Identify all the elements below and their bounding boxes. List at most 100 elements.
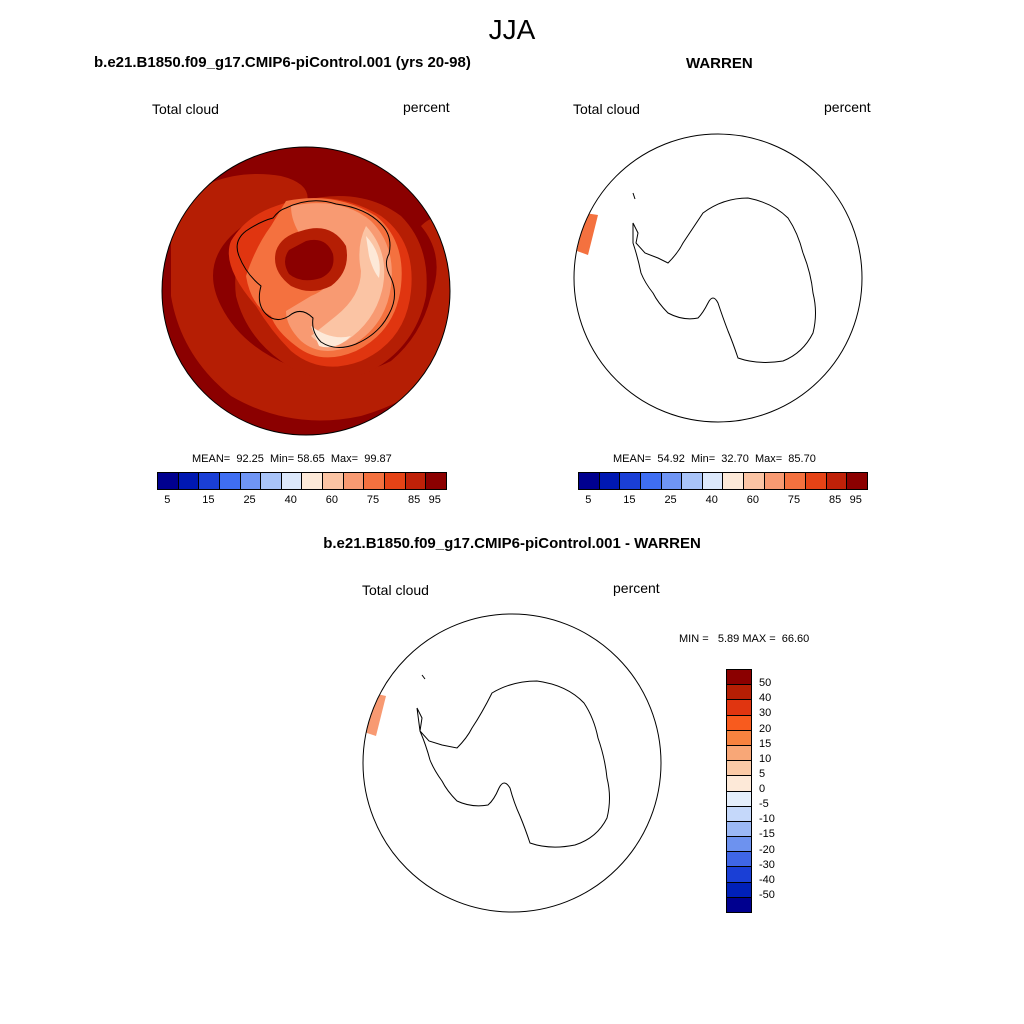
colorbar-tick-label: 0 — [759, 783, 766, 795]
colorbar-tick-label: 40 — [284, 494, 297, 506]
panel2-map-boundary — [573, 133, 863, 423]
colorbar-box — [158, 473, 179, 489]
colorbar-box — [785, 473, 807, 489]
colorbar-box — [281, 473, 303, 489]
panel2-stats: MEAN= 54.92 Min= 32.70 Max= 85.70 — [613, 453, 816, 465]
colorbar-tick-label: 75 — [787, 494, 801, 506]
colorbar-box — [727, 761, 751, 777]
panel3-data-strip — [364, 693, 386, 736]
colorbar-box — [727, 837, 751, 853]
colorbar-tick-label: -30 — [759, 858, 775, 871]
panel2-map — [573, 133, 863, 423]
panel2-variable-label: Total cloud — [573, 101, 640, 117]
colorbar-tick-label: 15 — [759, 737, 772, 750]
colorbar-box — [240, 473, 262, 489]
panel2-island — [632, 192, 636, 200]
panel1-title: b.e21.B1850.f09_g17.CMIP6-piControl.001 … — [94, 54, 471, 71]
panel3-coastline — [416, 680, 610, 848]
colorbar-tick-label: 60 — [746, 494, 759, 506]
colorbar-box — [261, 473, 282, 489]
colorbar-tick-label: 5 — [759, 767, 766, 780]
colorbar-tick-label: 75 — [366, 494, 380, 506]
colorbar-tick-label: 50 — [759, 677, 772, 690]
panel2-colorbar — [578, 472, 868, 490]
colorbar-box — [323, 473, 344, 489]
colorbar-box — [727, 821, 751, 838]
colorbar-box — [727, 715, 751, 731]
colorbar-tick-label: -5 — [759, 798, 769, 811]
panel2-title: WARREN — [686, 55, 753, 72]
panel1-units-label: percent — [403, 99, 450, 115]
colorbar-box — [620, 473, 641, 489]
colorbar-tick-label: 25 — [243, 494, 256, 506]
colorbar-box — [727, 670, 751, 686]
panel1-coastline — [236, 200, 395, 348]
colorbar-tick-label: -40 — [759, 873, 775, 886]
panel1-variable-label: Total cloud — [152, 101, 219, 117]
colorbar-box — [727, 791, 751, 807]
colorbar-tick-label: -15 — [759, 828, 775, 841]
colorbar-box — [727, 806, 751, 822]
panel1-colorbar — [157, 472, 447, 490]
panel3-title: b.e21.B1850.f09_g17.CMIP6-piControl.001 … — [323, 535, 701, 552]
colorbar-box — [199, 473, 220, 489]
panel3-variable-label: Total cloud — [362, 582, 429, 598]
colorbar-box — [723, 473, 745, 489]
panel3-units-label: percent — [613, 580, 660, 596]
colorbar-tick-label: 60 — [325, 494, 338, 506]
colorbar-box — [727, 730, 751, 746]
colorbar-tick-label: 95 — [428, 494, 441, 506]
panel1-map-boundary — [161, 146, 451, 436]
colorbar-tick-label: 95 — [849, 494, 862, 506]
colorbar-box — [727, 700, 751, 716]
colorbar-box — [826, 473, 848, 489]
panel3-map — [362, 613, 662, 913]
colorbar-box — [426, 473, 446, 489]
colorbar-box — [806, 473, 827, 489]
panel3-island — [421, 674, 426, 680]
panel3-colorbar — [726, 669, 752, 913]
colorbar-box — [744, 473, 765, 489]
colorbar-box — [727, 897, 751, 912]
colorbar-tick-label: -20 — [759, 843, 775, 856]
figure-title: JJA — [488, 14, 536, 45]
colorbar-tick-label: 30 — [759, 707, 772, 720]
panel2-data-strip — [577, 213, 598, 255]
panel1-cloud-field — [162, 147, 450, 435]
colorbar-box — [302, 473, 324, 489]
colorbar-tick-label: 10 — [759, 752, 772, 765]
colorbar-tick-label: 85 — [408, 494, 421, 506]
colorbar-tick-label: -50 — [759, 888, 775, 901]
colorbar-box — [727, 852, 751, 868]
colorbar-tick-label: 25 — [664, 494, 677, 506]
panel2-coastline — [632, 197, 816, 363]
colorbar-box — [702, 473, 724, 489]
colorbar-tick-label: 40 — [759, 692, 772, 705]
panel1-map — [161, 146, 451, 436]
colorbar-box — [727, 745, 751, 762]
colorbar-box — [847, 473, 867, 489]
panel3-stats: MIN = 5.89 MAX = 66.60 — [679, 633, 810, 645]
colorbar-box — [764, 473, 786, 489]
colorbar-box — [727, 776, 751, 792]
colorbar-tick-label: 15 — [202, 494, 215, 506]
colorbar-tick-label: 20 — [759, 722, 772, 735]
panel1-stats: MEAN= 92.25 Min= 58.65 Max= 99.87 — [192, 453, 392, 465]
colorbar-box — [178, 473, 200, 489]
colorbar-box — [364, 473, 386, 489]
colorbar-box — [579, 473, 600, 489]
panel3-map-boundary — [362, 613, 662, 913]
colorbar-box — [219, 473, 241, 489]
colorbar-box — [682, 473, 703, 489]
colorbar-tick-label: 85 — [829, 494, 842, 506]
colorbar-box — [661, 473, 683, 489]
colorbar-tick-label: 5 — [164, 494, 171, 506]
colorbar-box — [640, 473, 662, 489]
colorbar-tick-label: 15 — [623, 494, 636, 506]
colorbar-box — [599, 473, 621, 489]
panel2-units-label: percent — [824, 99, 871, 115]
colorbar-box — [727, 882, 751, 898]
colorbar-tick-label: 5 — [585, 494, 592, 506]
colorbar-box — [727, 867, 751, 883]
colorbar-box — [405, 473, 427, 489]
